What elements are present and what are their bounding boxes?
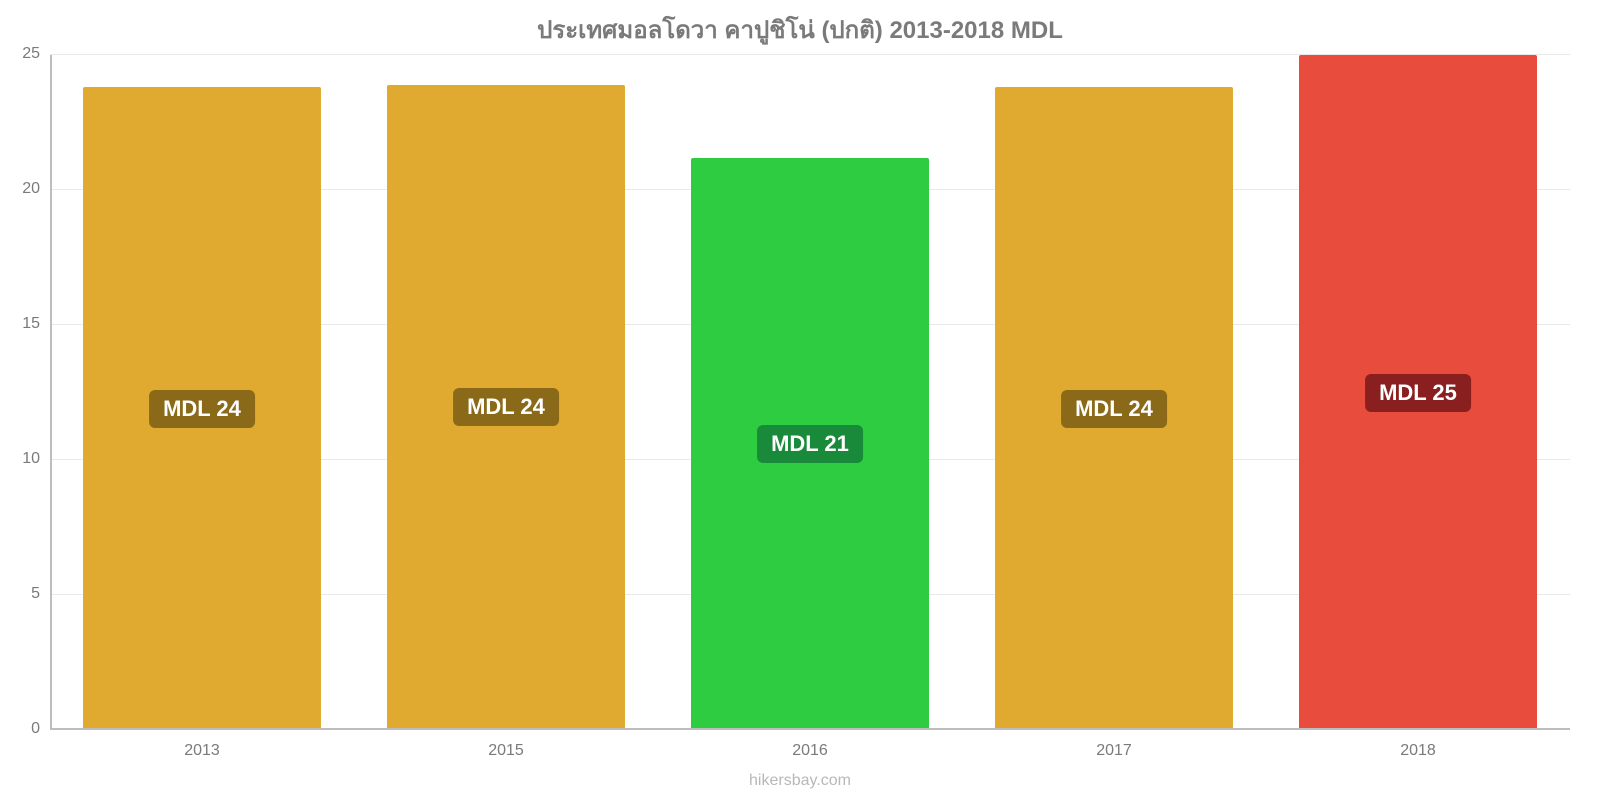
- x-axis-line: [50, 728, 1570, 730]
- bar-slot: MDL 25 2018: [1266, 55, 1570, 730]
- bar-value-label: MDL 24: [453, 388, 559, 426]
- ytick-label: 15: [22, 315, 50, 333]
- ytick-label: 0: [31, 720, 50, 738]
- plot: 0 5 10 15 20 25 MDL 24 2013: [50, 55, 1570, 730]
- chart-title: ประเทศมอลโดวา คาปูชิโน่ (ปกติ) 2013-2018…: [0, 0, 1600, 49]
- bar-2016: MDL 21: [691, 158, 928, 730]
- attribution-text: hikersbay.com: [0, 772, 1600, 790]
- bars-container: MDL 24 2013 MDL 24 2015 MDL 21 2016 MDL …: [50, 55, 1570, 730]
- bar-slot: MDL 24 2013: [50, 55, 354, 730]
- ytick-label: 25: [22, 45, 50, 63]
- y-axis-line: [50, 55, 52, 730]
- chart-plot-area: 0 5 10 15 20 25 MDL 24 2013: [50, 55, 1570, 730]
- bar-2013: MDL 24: [83, 87, 320, 730]
- bar-2018: MDL 25: [1299, 55, 1536, 730]
- ytick-label: 5: [31, 585, 50, 603]
- xtick-label: 2016: [792, 730, 828, 760]
- bar-2015: MDL 24: [387, 85, 624, 730]
- bar-value-label: MDL 24: [1061, 390, 1167, 428]
- bar-slot: MDL 21 2016: [658, 55, 962, 730]
- ytick-label: 20: [22, 180, 50, 198]
- xtick-label: 2017: [1096, 730, 1132, 760]
- bar-slot: MDL 24 2015: [354, 55, 658, 730]
- xtick-label: 2018: [1400, 730, 1436, 760]
- bar-value-label: MDL 24: [149, 390, 255, 428]
- xtick-label: 2015: [488, 730, 524, 760]
- ytick-label: 10: [22, 450, 50, 468]
- bar-value-label: MDL 21: [757, 425, 863, 463]
- bar-2017: MDL 24: [995, 87, 1232, 730]
- bar-value-label: MDL 25: [1365, 374, 1471, 412]
- bar-slot: MDL 24 2017: [962, 55, 1266, 730]
- xtick-label: 2013: [184, 730, 220, 760]
